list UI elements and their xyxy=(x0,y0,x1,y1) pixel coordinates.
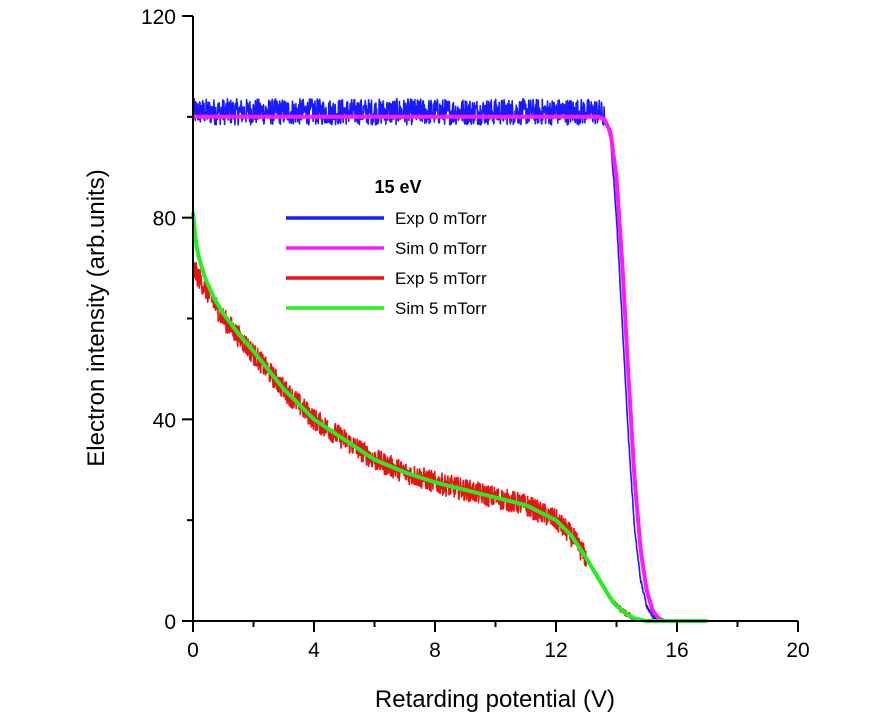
legend: 15 eV Exp 0 mTorr Sim 0 mTorr Exp 5 mTorr S… xyxy=(286,177,487,318)
series-line-exp-0-mtorr xyxy=(192,97,708,623)
legend-entry-label: Exp 0 mTorr xyxy=(395,209,487,228)
series-line-sim-5-mtorr xyxy=(191,212,709,623)
legend-entry-label: Sim 0 mTorr xyxy=(395,239,487,258)
legend-title: 15 eV xyxy=(374,177,421,197)
x-tick-label: 4 xyxy=(308,639,320,662)
y-tick-label: 80 xyxy=(153,208,176,231)
legend-entry-label: Exp 5 mTorr xyxy=(395,269,487,288)
x-tick-label: 0 xyxy=(187,639,199,662)
x-tick-label: 12 xyxy=(544,639,567,662)
x-tick-label: 20 xyxy=(786,639,809,662)
y-tick-label: 0 xyxy=(164,611,176,634)
series-layer xyxy=(191,97,709,623)
axes-layer: 0 4 8 12 16 20 0 40 80 120 xyxy=(141,6,810,662)
x-axis-title: Retarding potential (V) xyxy=(375,686,615,713)
y-axis-title: Electron intensity (arb.units) xyxy=(83,169,110,466)
x-tick-label: 8 xyxy=(429,639,441,662)
series-line-sim-0-mtorr xyxy=(191,114,709,623)
legend-entry-label: Sim 5 mTorr xyxy=(395,299,487,318)
y-tick-label: 40 xyxy=(153,409,176,432)
y-tick-label: 120 xyxy=(141,6,176,29)
x-tick-label: 16 xyxy=(665,639,688,662)
